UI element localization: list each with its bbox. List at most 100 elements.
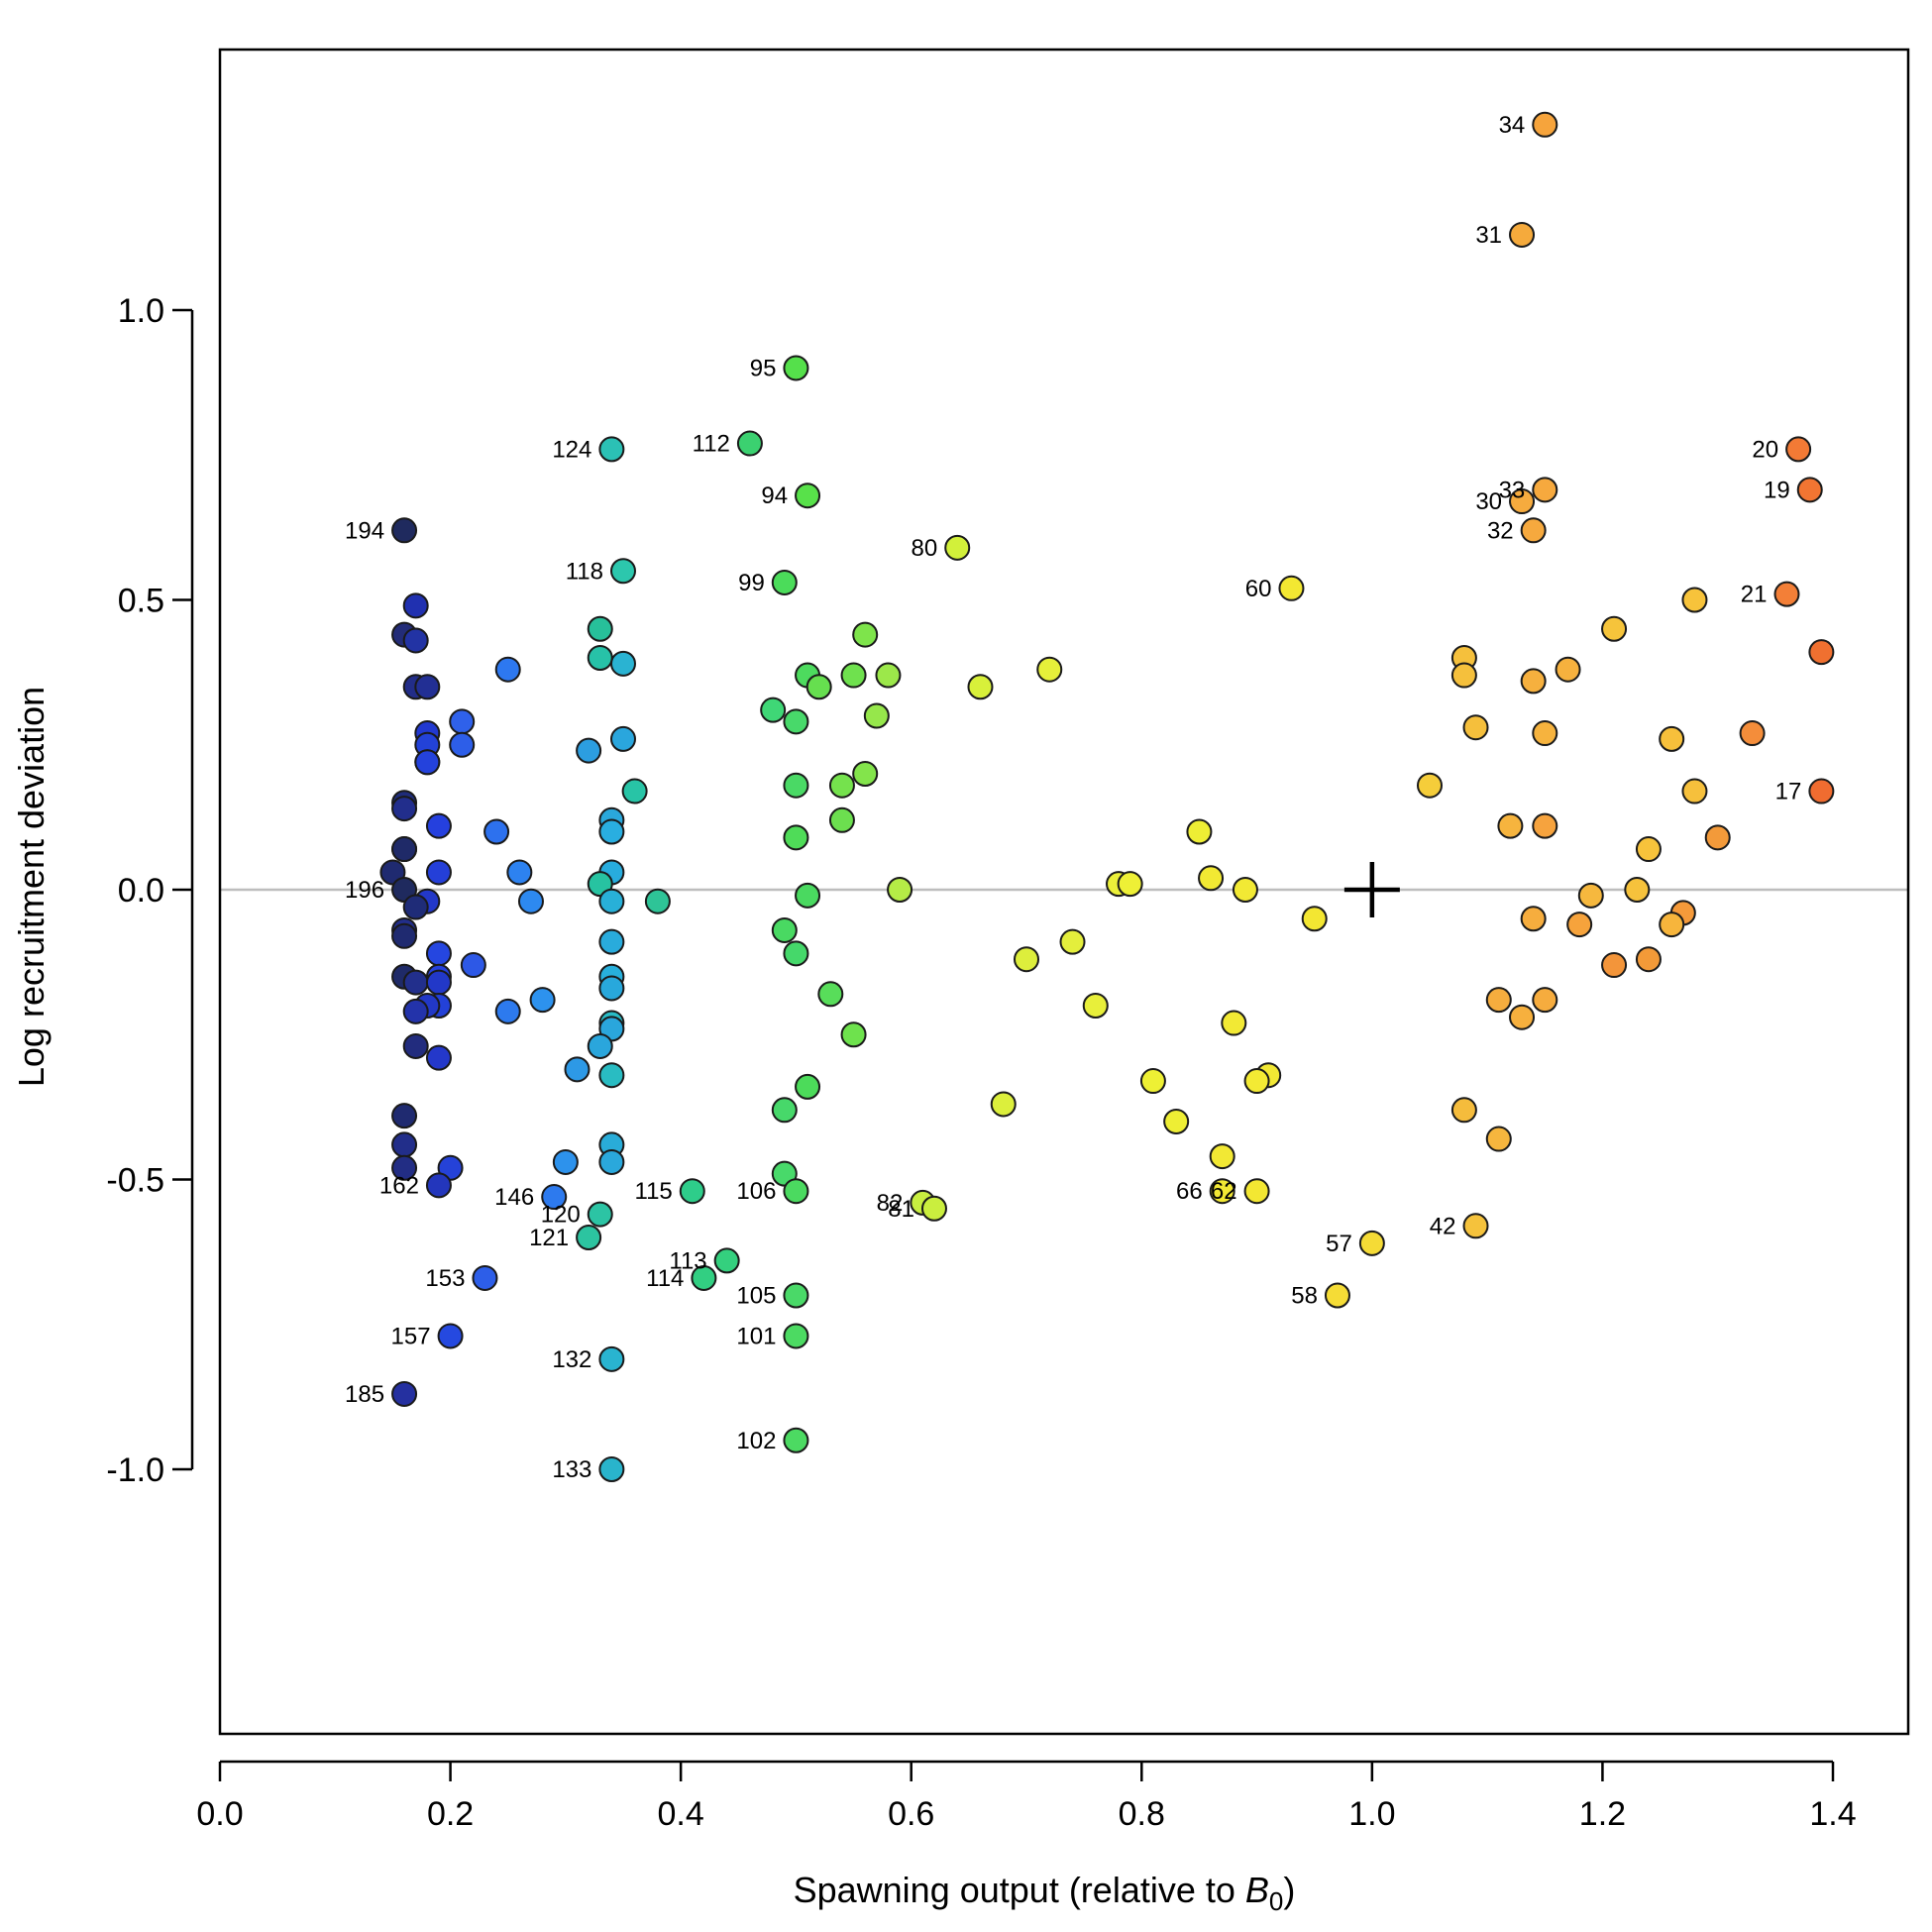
data-point	[783, 772, 809, 799]
data-point	[1198, 865, 1225, 892]
x-axis-label-text: Spawning output (relative to	[794, 1870, 1245, 1910]
data-point	[402, 1032, 429, 1059]
data-point	[1520, 668, 1547, 695]
x-tick-label: 0.6	[888, 1795, 934, 1833]
point-label: 81	[888, 1196, 914, 1223]
data-point	[1520, 517, 1547, 544]
data-point	[425, 1172, 452, 1199]
data-point	[852, 621, 879, 648]
x-tick-label: 0.8	[1119, 1795, 1165, 1833]
x-axis-label-symbol: B	[1245, 1870, 1269, 1910]
point-label: 99	[738, 570, 765, 596]
data-point	[1532, 720, 1558, 747]
x-tick-label: 1.2	[1579, 1795, 1626, 1833]
data-point	[564, 1056, 590, 1083]
data-point	[783, 1323, 809, 1349]
point-label: 185	[345, 1381, 384, 1408]
data-point	[1278, 575, 1305, 601]
data-point	[1497, 812, 1524, 839]
point-label: 114	[646, 1265, 684, 1292]
y-axis-label: Log recruitment deviation	[11, 687, 52, 1087]
data-point	[783, 355, 809, 381]
data-point	[414, 674, 441, 700]
axes: 0.0 0.2 0.4 0.6 0.8 1.0 1.2 1.4 -1.0 -0.5 0.0 0.5 1.…	[106, 48, 1910, 1833]
data-point	[1082, 993, 1109, 1019]
point-label: 34	[1499, 112, 1526, 139]
data-point	[1796, 477, 1823, 503]
data-point	[1232, 877, 1258, 903]
point-label: 94	[761, 483, 788, 509]
point-label: 102	[736, 1428, 776, 1454]
data-point	[598, 818, 625, 845]
data-point	[967, 674, 994, 700]
point-label: 95	[750, 356, 777, 382]
y-tick-label: -1.0	[106, 1451, 164, 1489]
point-label: 32	[1487, 517, 1514, 544]
point-label: 118	[566, 558, 603, 585]
data-point	[598, 975, 625, 1002]
data-point	[598, 1148, 625, 1175]
data-point	[783, 1178, 809, 1205]
data-point	[1808, 778, 1835, 805]
point-label: 153	[425, 1265, 465, 1292]
data-point	[1462, 1213, 1489, 1239]
data-point	[1243, 1178, 1270, 1205]
data-point	[391, 1131, 418, 1158]
data-point	[1532, 111, 1558, 138]
data-point	[691, 1264, 717, 1291]
data-point	[1532, 812, 1558, 839]
data-point	[771, 569, 798, 595]
data-point	[1739, 720, 1766, 747]
data-point	[391, 922, 418, 949]
data-point	[391, 517, 418, 544]
point-label: 133	[552, 1456, 591, 1483]
data-point	[610, 725, 636, 752]
point-label: 58	[1291, 1283, 1318, 1310]
data-point	[1659, 912, 1685, 938]
data-point	[1209, 1178, 1235, 1205]
data-point	[598, 928, 625, 955]
data-point	[425, 969, 452, 996]
point-label: 101	[736, 1323, 776, 1349]
data-point	[598, 1345, 625, 1372]
point-label: 124	[552, 436, 591, 463]
data-point	[1509, 221, 1536, 248]
point-label: 112	[693, 431, 730, 458]
y-tick-label: 0.5	[118, 583, 164, 620]
data-point	[472, 1264, 498, 1291]
point-label: 115	[635, 1178, 673, 1205]
data-point	[391, 836, 418, 863]
data-point	[852, 761, 879, 787]
data-point	[990, 1091, 1017, 1118]
data-point	[610, 650, 636, 677]
point-label: 33	[1499, 477, 1526, 503]
point-label: 121	[529, 1225, 569, 1251]
data-point	[1417, 772, 1443, 799]
data-point	[1243, 1068, 1270, 1095]
data-point	[920, 1195, 947, 1222]
data-point	[391, 1380, 418, 1407]
data-point	[1704, 824, 1731, 851]
data-point	[1566, 912, 1593, 938]
data-point	[1450, 1097, 1477, 1124]
point-label: 30	[1475, 488, 1502, 515]
y-tick-label: 1.0	[118, 292, 164, 330]
data-point	[587, 1201, 613, 1228]
point-label: 162	[379, 1172, 419, 1199]
data-point	[828, 772, 855, 799]
point-label: 106	[736, 1178, 776, 1205]
data-point	[1509, 1004, 1536, 1030]
data-point	[460, 952, 486, 979]
data-point	[1358, 1230, 1385, 1256]
data-point	[840, 1021, 867, 1048]
point-label: 196	[345, 877, 384, 904]
data-point	[1485, 987, 1512, 1014]
point-label: 31	[1475, 222, 1502, 249]
data-point	[506, 859, 533, 886]
data-point	[1485, 1126, 1512, 1152]
x-axis-label-end: )	[1283, 1870, 1295, 1910]
data-point	[414, 749, 441, 776]
point-label: 57	[1326, 1231, 1352, 1257]
data-point	[449, 708, 476, 735]
